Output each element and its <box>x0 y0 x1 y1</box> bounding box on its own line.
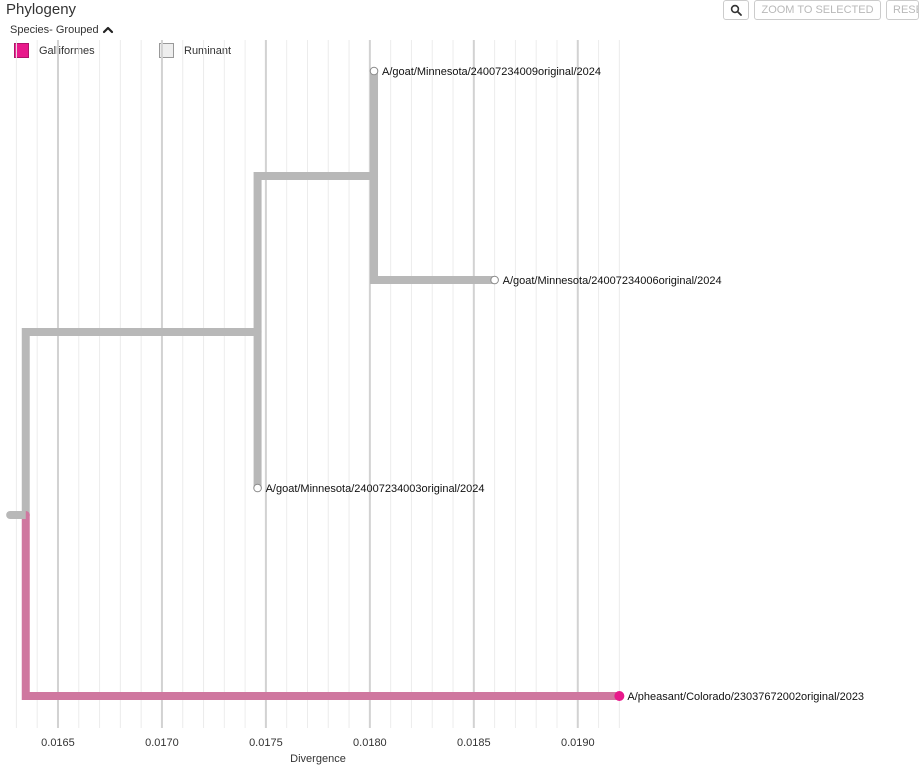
x-tick-label: 0.0175 <box>249 737 283 749</box>
tip-node[interactable] <box>490 275 499 285</box>
tip-label[interactable]: A/pheasant/Colorado/23037672002original/… <box>627 691 864 703</box>
x-tick-label: 0.0180 <box>353 737 387 749</box>
legend-label: Galliformes <box>39 44 95 57</box>
x-axis-title: Divergence <box>290 753 346 765</box>
grouping-label: Species- Grouped <box>10 24 99 36</box>
tree-branch[interactable] <box>253 172 379 336</box>
zoom-to-selected-button[interactable]: ZOOM TO SELECTED <box>754 0 881 20</box>
chevron-up-icon <box>102 26 113 34</box>
x-axis: 0.0165 0.0170 0.0175 0.0180 0.0185 0.0190 <box>41 737 594 749</box>
tree-branch[interactable] <box>370 172 499 284</box>
zoom-button[interactable] <box>723 0 749 20</box>
reset-button[interactable]: RESET <box>886 0 919 20</box>
tip-label[interactable]: A/goat/Minnesota/24007234006original/202… <box>503 275 722 287</box>
tip-node[interactable] <box>369 66 379 76</box>
legend-swatch-galliformes <box>14 43 29 58</box>
branch-layer <box>6 67 624 700</box>
grouping-toggle[interactable]: Species- Grouped <box>10 22 114 38</box>
x-tick-label: 0.0165 <box>41 737 75 749</box>
x-tick-label: 0.0170 <box>145 737 179 749</box>
x-tick-label: 0.0190 <box>561 737 595 749</box>
x-tick-label: 0.0185 <box>457 737 491 749</box>
tip-layer: A/goat/Minnesota/24007234009original/202… <box>253 66 864 703</box>
tip-label[interactable]: A/goat/Minnesota/24007234003original/202… <box>266 483 485 495</box>
tree-branch[interactable] <box>21 511 624 700</box>
panel-title: Phylogeny <box>6 1 77 18</box>
legend-item-galliformes[interactable]: Galliformes <box>14 43 95 58</box>
grid-layer <box>15 40 620 728</box>
tip-node[interactable] <box>614 691 625 701</box>
tip-label[interactable]: A/goat/Minnesota/24007234009original/202… <box>382 66 601 78</box>
tip-node[interactable] <box>253 483 262 493</box>
legend-label: Ruminant <box>184 44 232 57</box>
tree-branch[interactable] <box>21 328 262 519</box>
magnifier-icon <box>730 4 742 16</box>
